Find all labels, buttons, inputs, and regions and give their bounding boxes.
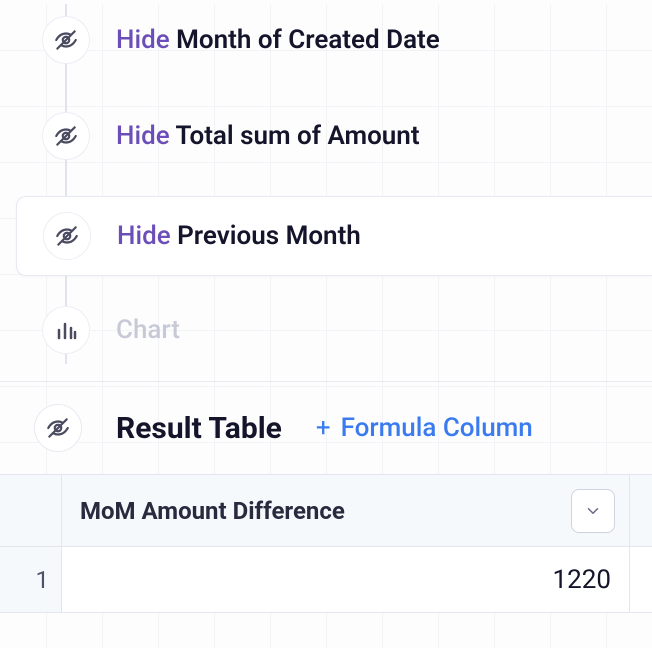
result-table: MoM Amount Difference 1 1220 bbox=[0, 474, 652, 613]
plus-icon: + bbox=[316, 415, 331, 441]
row-number-header bbox=[0, 475, 62, 546]
step-label: Hide Previous Month bbox=[117, 221, 361, 251]
result-title: Result Table bbox=[116, 411, 282, 446]
formula-button-label: Formula Column bbox=[341, 413, 533, 443]
result-header: Result Table + Formula Column bbox=[0, 382, 652, 474]
hide-step-previous-month[interactable]: Hide Previous Month bbox=[16, 196, 652, 276]
column-header[interactable]: MoM Amount Difference bbox=[62, 475, 630, 546]
eye-off-icon bbox=[43, 212, 91, 260]
eye-off-icon[interactable] bbox=[34, 404, 82, 452]
bar-chart-icon bbox=[42, 306, 90, 354]
hide-step-month[interactable]: Hide Month of Created Date bbox=[0, 4, 652, 76]
step-label: Hide Total sum of Amount bbox=[116, 121, 420, 151]
eye-off-icon bbox=[42, 112, 90, 160]
chart-step[interactable]: Chart bbox=[0, 294, 652, 366]
cell-value: 1220 bbox=[62, 547, 630, 612]
row-number: 1 bbox=[0, 547, 62, 612]
column-dropdown-button[interactable] bbox=[571, 489, 615, 533]
add-formula-column-button[interactable]: + Formula Column bbox=[316, 413, 533, 443]
column-header-label: MoM Amount Difference bbox=[80, 497, 345, 525]
table-header-row: MoM Amount Difference bbox=[0, 475, 652, 547]
chart-label: Chart bbox=[116, 315, 180, 345]
eye-off-icon bbox=[42, 16, 90, 64]
table-row[interactable]: 1 1220 bbox=[0, 547, 652, 613]
chevron-down-icon bbox=[584, 502, 602, 520]
step-label: Hide Month of Created Date bbox=[116, 25, 440, 55]
hide-step-total-amount[interactable]: Hide Total sum of Amount bbox=[0, 100, 652, 172]
